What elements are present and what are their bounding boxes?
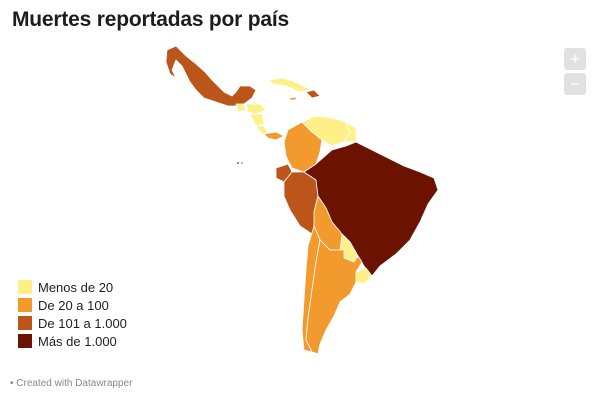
legend-swatch xyxy=(18,280,32,294)
country-nicaragua[interactable] xyxy=(249,113,265,127)
legend-item: Más de 1.000 xyxy=(18,332,127,350)
country-costa-rica[interactable] xyxy=(255,125,269,135)
island-marker xyxy=(240,161,244,165)
legend-item: De 20 a 100 xyxy=(18,296,127,314)
legend-swatch xyxy=(18,298,32,312)
legend-swatch xyxy=(18,316,32,330)
credit-footer[interactable]: • Created with Datawrapper xyxy=(10,378,133,389)
country-argentina[interactable] xyxy=(305,239,363,357)
country-guyana[interactable] xyxy=(343,121,357,143)
map-title: Muertes reportadas por país xyxy=(12,8,290,31)
legend: Menos de 20 De 20 a 100 De 101 a 1.000 M… xyxy=(18,278,127,350)
zoom-out-button[interactable]: − xyxy=(564,73,586,95)
legend-item: De 101 a 1.000 xyxy=(18,314,127,332)
zoom-controls: + − xyxy=(564,48,586,95)
country-panama[interactable] xyxy=(263,131,285,141)
country-jamaica[interactable] xyxy=(289,96,297,101)
zoom-in-button[interactable]: + xyxy=(564,48,586,70)
legend-item: Menos de 20 xyxy=(18,278,127,296)
legend-swatch xyxy=(18,334,32,348)
legend-label: De 20 a 100 xyxy=(38,297,109,313)
country-mexico[interactable] xyxy=(165,45,257,107)
country-honduras[interactable] xyxy=(245,103,267,115)
legend-label: Más de 1.000 xyxy=(38,333,117,349)
country-dominican-republic[interactable] xyxy=(305,89,321,99)
legend-label: Menos de 20 xyxy=(38,279,114,295)
island-marker xyxy=(236,161,240,165)
country-cuba[interactable] xyxy=(267,77,311,93)
legend-label: De 101 a 1.000 xyxy=(38,315,127,331)
country-guatemala[interactable] xyxy=(235,103,247,113)
